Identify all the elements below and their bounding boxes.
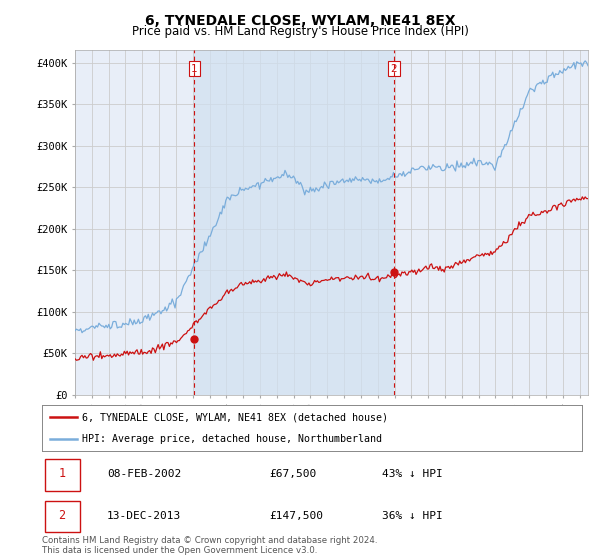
Text: 43% ↓ HPI: 43% ↓ HPI: [382, 469, 443, 479]
Text: 1: 1: [191, 64, 198, 74]
Text: 6, TYNEDALE CLOSE, WYLAM, NE41 8EX (detached house): 6, TYNEDALE CLOSE, WYLAM, NE41 8EX (deta…: [83, 412, 389, 422]
Text: 36% ↓ HPI: 36% ↓ HPI: [382, 511, 443, 521]
Text: 13-DEC-2013: 13-DEC-2013: [107, 511, 181, 521]
Text: This data is licensed under the Open Government Licence v3.0.: This data is licensed under the Open Gov…: [42, 547, 317, 556]
Text: Price paid vs. HM Land Registry's House Price Index (HPI): Price paid vs. HM Land Registry's House …: [131, 25, 469, 38]
Text: 1: 1: [58, 467, 65, 480]
Bar: [194, 50, 394, 395]
Text: 6, TYNEDALE CLOSE, WYLAM, NE41 8EX: 6, TYNEDALE CLOSE, WYLAM, NE41 8EX: [145, 14, 455, 28]
Text: HPI: Average price, detached house, Northumberland: HPI: Average price, detached house, Nort…: [83, 435, 383, 444]
Text: 2: 2: [58, 510, 65, 522]
Text: Contains HM Land Registry data © Crown copyright and database right 2024.: Contains HM Land Registry data © Crown c…: [42, 536, 377, 545]
Text: £147,500: £147,500: [269, 511, 323, 521]
FancyBboxPatch shape: [45, 459, 80, 491]
FancyBboxPatch shape: [45, 501, 80, 532]
Text: 2: 2: [391, 64, 397, 74]
Text: 08-FEB-2002: 08-FEB-2002: [107, 469, 181, 479]
Text: £67,500: £67,500: [269, 469, 316, 479]
